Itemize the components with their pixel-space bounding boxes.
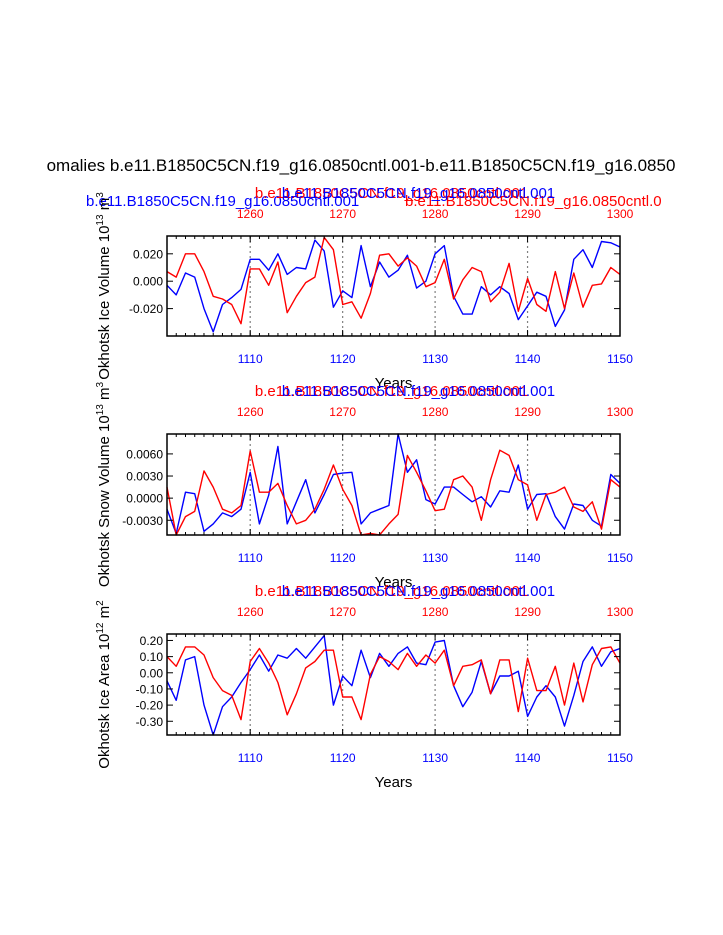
panel-3-y-tick-label: -0.10 xyxy=(136,682,164,696)
panel-2-series-blue xyxy=(166,433,621,535)
panel-3-y-tick-label: -0.30 xyxy=(136,715,164,729)
panel-3-x-tick-label: 1140 xyxy=(515,751,541,765)
panel-3-y-axis-label: Okhotsk Ice Area 1012 m2 xyxy=(95,600,113,769)
panel-3-y-tick-label: 0.00 xyxy=(140,666,164,680)
panel-3-title-blue: b.e11.B1850C5CN.f19_g16.0850cntl.001 xyxy=(282,583,555,600)
panel-3-x-tick-label: 1120 xyxy=(330,751,356,765)
panel-1-extra-blue-title: b.e11.B1850C5CN.f19_g16.0850cntl.001 xyxy=(86,193,359,210)
panel-2-x-axis-label: Years xyxy=(375,574,413,591)
panel-2-x-top-tick-label: 1260 xyxy=(237,405,264,419)
panel-2-y-tick-label: 0.0030 xyxy=(126,470,163,484)
panel-1-x-tick-label: 1130 xyxy=(422,352,448,366)
panel-3-y-tick-label: 0.10 xyxy=(140,650,164,664)
panel-2: 1110 1120 1130 1140 1150 1260 1270 1280 1290 1300… xyxy=(95,382,634,592)
panel-3-x-top-tick-label: 1280 xyxy=(422,605,449,619)
panel-3-x-top-tick-label: 1260 xyxy=(237,605,264,619)
panel-3-x-axis-label: Years xyxy=(375,774,413,791)
panel-2-title-red: b.e11.B1850C5CN.f19_g16.0850cntl.001 xyxy=(255,383,528,400)
panel-2-title-blue: b.e11.B1850C5CN.f19_g16.0850cntl.001 xyxy=(282,383,555,400)
panel-2-x-tick-label: 1140 xyxy=(515,551,541,565)
panel-3-series-red xyxy=(166,646,621,721)
panel-2-y-tick-label: -0.0030 xyxy=(122,514,163,528)
panel-1-title-red: b.e11.B1850C5CN.f19_g16.0850cntl.001 xyxy=(255,185,528,202)
panel-1-y-tick-label: 0.000 xyxy=(133,275,163,289)
panel-3-y-tick-label: -0.20 xyxy=(136,699,164,713)
panel-2-x-top-tick-label: 1300 xyxy=(607,405,634,419)
main-title: omalies b.e11.B1850C5CN.f19_g16.0850cntl… xyxy=(47,156,676,175)
panel-1-x-top-tick-label: 1290 xyxy=(514,207,541,221)
panel-3-x-top-tick-label: 1270 xyxy=(329,605,356,619)
panel-1-x-axis-label: Years xyxy=(375,375,413,392)
panel-1-x-top-tick-label: 1270 xyxy=(329,207,356,221)
panel-3-x-tick-label: 1130 xyxy=(422,751,448,765)
panel-2-y-tick-label: 0.0000 xyxy=(126,492,163,506)
panel-1-extra-red-title: b.e11.B1850C5CN.f19_g16.0850cntl.0 xyxy=(405,193,662,210)
panel-1-title-blue: b.e11.B1850C5CN.f19_g16.0850cntl.001 xyxy=(282,185,555,202)
panel-3-title-red: b.e11.B1850C5CN.f19_g16.0850cntl.001 xyxy=(255,583,528,600)
panel-2-x-top-tick-label: 1280 xyxy=(422,405,449,419)
panel-1-x-top-tick-label: 1280 xyxy=(422,207,449,221)
panel-3-y-tick-label: 0.20 xyxy=(140,634,164,648)
panel-3: 1110 1120 1130 1140 1150 1260 1270 1280 1290 1300… xyxy=(95,583,634,791)
panel-3-x-tick-label: 1150 xyxy=(607,751,633,765)
panel-1-y-tick-label: -0.020 xyxy=(129,302,163,316)
panel-1-frame xyxy=(166,235,621,337)
panel-2-x-top-tick-label: 1290 xyxy=(514,405,541,419)
panel-2-frame xyxy=(166,433,621,536)
panel-2-x-tick-label: 1130 xyxy=(422,551,448,565)
panel-2-series-red xyxy=(166,449,621,536)
panel-2-x-tick-label: 1120 xyxy=(330,551,356,565)
panel-3-x-top-tick-label: 1290 xyxy=(514,605,541,619)
panel-2-x-tick-label: 1150 xyxy=(607,551,633,565)
panel-1: 1110 1120 1130 1140 1150 1260 1270 1280 1290 1300… xyxy=(95,185,634,392)
panel-1-x-tick-label: 1150 xyxy=(607,352,633,366)
panel-1-x-tick-label: 1140 xyxy=(515,352,541,366)
panel-2-x-tick-label: 1110 xyxy=(238,551,263,565)
panel-1-x-top-tick-label: 1300 xyxy=(607,207,634,221)
panel-2-y-axis-label: Okhotsk Snow Volume 1013 m3 xyxy=(95,382,113,588)
panel-1-x-top-tick-label: 1260 xyxy=(237,207,264,221)
panel-1-series-blue xyxy=(166,239,621,333)
panel-3-frame xyxy=(166,633,621,736)
panel-1-x-tick-label: 1120 xyxy=(330,352,356,366)
panel-2-y-tick-label: 0.0060 xyxy=(126,447,163,461)
panel-3-x-tick-label: 1110 xyxy=(238,751,263,765)
panel-1-series-red xyxy=(166,236,621,325)
panel-3-x-top-tick-label: 1300 xyxy=(607,605,634,619)
panel-1-y-tick-label: 0.020 xyxy=(133,247,163,261)
panel-2-x-top-tick-label: 1270 xyxy=(329,405,356,419)
panel-1-y-axis-label: Okhotsk Ice Volume 1013 m3 xyxy=(95,192,113,380)
panel-1-x-tick-label: 1110 xyxy=(238,352,263,366)
panel-3-series-blue xyxy=(166,634,621,736)
